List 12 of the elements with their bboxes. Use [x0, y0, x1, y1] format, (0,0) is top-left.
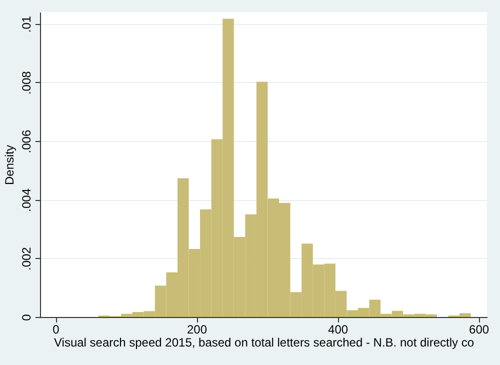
y-axis-title: Density — [2, 144, 16, 186]
y-tick-label: .008 — [20, 70, 34, 95]
y-tick-label: .004 — [20, 188, 34, 212]
y-tick-label: .006 — [20, 130, 34, 154]
x-tick-label: 600 — [469, 322, 490, 336]
y-tick-label: .002 — [20, 246, 34, 271]
x-tick-label: 200 — [187, 322, 208, 336]
y-tick-label: 0 — [20, 314, 34, 321]
x-tick-label: 400 — [328, 322, 348, 336]
y-tick-label: .01 — [20, 16, 34, 33]
x-tick-label: 0 — [52, 322, 60, 336]
x-axis-title: Visual search speed 2015, based on total letters searched - N.B. not directly co — [54, 336, 474, 350]
